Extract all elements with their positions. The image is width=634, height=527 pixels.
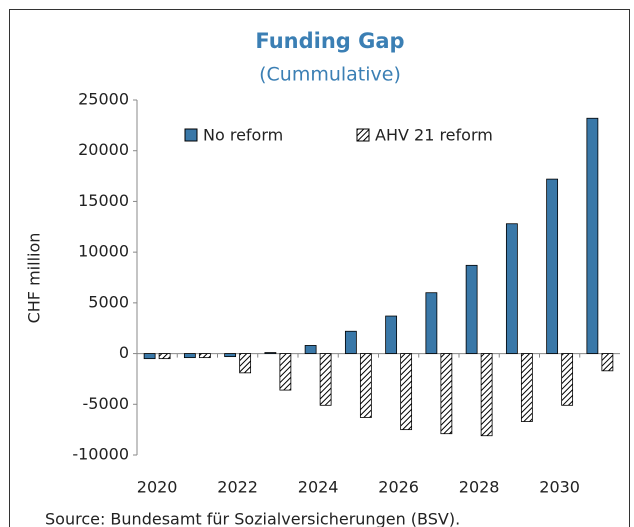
bar	[505, 223, 518, 354]
bar	[304, 345, 317, 354]
legend-label: No reform	[203, 126, 283, 145]
x-tick-label: 2020	[137, 478, 178, 497]
chart-subtitle: (Cummulative)	[259, 64, 401, 86]
bar	[385, 315, 398, 354]
bar	[480, 353, 493, 437]
y-tick-label: 5000	[88, 292, 129, 311]
bar	[465, 264, 478, 354]
y-tick-label: 25000	[78, 90, 129, 109]
y-tick-label: 0	[119, 343, 129, 362]
bar	[319, 353, 332, 406]
x-tick-label: 2026	[378, 478, 419, 497]
x-tick-label: 2030	[539, 478, 580, 497]
bar	[561, 353, 574, 406]
bar	[400, 353, 413, 431]
x-tick-label: 2024	[298, 478, 339, 497]
y-tick-label: -5000	[83, 394, 130, 413]
legend-swatch	[356, 128, 370, 142]
bar	[143, 353, 156, 360]
bar	[425, 292, 438, 354]
bar	[359, 353, 372, 418]
source: Source: Bundesamt für Sozialversicherung…	[45, 510, 460, 527]
y-tick-label: -10000	[72, 445, 129, 464]
bar	[224, 353, 237, 358]
bar	[344, 330, 357, 354]
legend-label: AHV 21 reform	[375, 126, 493, 145]
bar	[440, 353, 453, 435]
bar	[264, 352, 277, 354]
chart-title: Funding Gap	[255, 29, 404, 53]
bar	[158, 353, 171, 360]
bar	[520, 353, 533, 422]
bar	[546, 178, 559, 354]
frame	[9, 9, 630, 527]
y-tick-label: 10000	[78, 242, 129, 261]
y-tick-label: 15000	[78, 191, 129, 210]
bar	[601, 353, 614, 372]
bar	[586, 117, 599, 354]
bar	[279, 353, 292, 391]
bar	[198, 353, 211, 359]
y-axis-label: CHF million	[25, 233, 44, 324]
legend-swatch	[184, 128, 198, 142]
x-tick-label: 2028	[459, 478, 500, 497]
x-tick-label: 2022	[217, 478, 258, 497]
bar	[183, 353, 196, 359]
y-tick-label: 20000	[78, 140, 129, 159]
bar	[239, 353, 252, 374]
